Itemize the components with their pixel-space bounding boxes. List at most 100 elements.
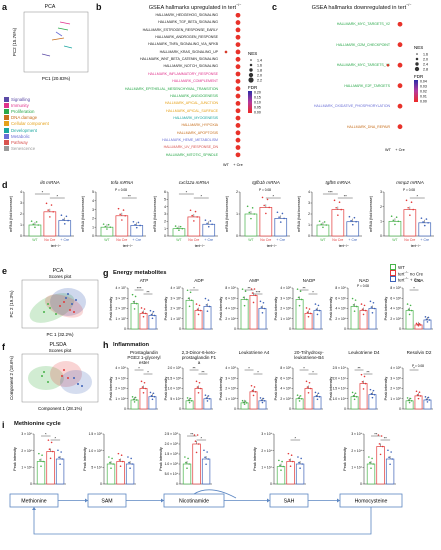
data-point-nocre (52, 211, 54, 213)
y-tick-label: 2 (380, 205, 382, 209)
y-axis-label: mRNA (fold increase) (9, 195, 13, 232)
x-group-label: + Cre (420, 238, 429, 242)
y-tick-label: 4 × 10⁵ (280, 387, 291, 391)
bar-chart: 0 1 × 10⁴ 2 × 10⁴ 3 × 10⁴ * Peak intensity (253, 432, 306, 486)
data-point-nocre (377, 434, 380, 436)
data-point-cre (373, 393, 376, 396)
y-tick-label: 4 (92, 199, 94, 203)
data-point-nocre (252, 394, 255, 397)
data-point-cre (425, 218, 428, 220)
bar-nocre (304, 388, 313, 410)
mrna-panel-title: tgfb5 mRNA (325, 180, 351, 185)
panel-label-g: g (103, 268, 109, 278)
y-tick-label: 1 (380, 220, 382, 224)
data-point-nocre (291, 460, 294, 463)
data-point-wt (186, 289, 189, 292)
gsea-down-labels: HALLMARK_MYC_TARGETS_V2 HALLMARK_G2M_CHEC… (278, 22, 390, 162)
data-point-wt (409, 304, 412, 307)
data-point-wt (176, 227, 179, 229)
legend-nes-value: 2.0 (257, 73, 262, 77)
gsea-up-legend: NES 1.4 1.6 1.8 2.0 2.2 FDR 0.20 0.15 0.10 0.05 0.0… (246, 50, 272, 145)
sig-stars: ** (146, 289, 150, 294)
data-point-wt (241, 288, 244, 290)
data-point-nocre (47, 439, 50, 441)
y-tick-label: 4 (164, 205, 166, 209)
data-point-nocre (51, 450, 54, 453)
y-axis-label: Peak intensity (164, 377, 168, 401)
data-point-nocre (287, 452, 290, 455)
data-point-cre (207, 299, 210, 301)
data-point-wt (322, 226, 324, 229)
legend-fdr-title: FDR (248, 85, 258, 90)
y-tick-label: 0 (399, 407, 401, 411)
data-point-cre (276, 211, 279, 214)
data-point-cre (350, 219, 352, 222)
data-point-cre (422, 221, 424, 223)
energy-legend-item: tert−/− no Cre (390, 270, 423, 276)
category-label: DNA damage (11, 115, 38, 121)
mrna-panel-title: tnfa mRNA (110, 180, 134, 185)
y-tick-label: 3 × 10⁶ (115, 376, 126, 380)
y-tick-label: 1 (236, 212, 238, 216)
data-point-wt (109, 226, 112, 228)
category-label: Senescence (11, 146, 36, 152)
gsea-pathway-label: HALLMARK_TNFA_SIGNALING_VIA_NFKB (148, 42, 218, 47)
data-point-cre (211, 223, 213, 226)
y-tick-label: 1.5 × 10⁵ (168, 376, 182, 380)
legend-nes-dot (248, 77, 254, 83)
data-point-nocre (340, 208, 342, 211)
data-point-wt (133, 308, 136, 310)
bar-wt (366, 463, 376, 485)
data-point-cre (62, 218, 64, 221)
y-tick-label: 0 (30, 482, 32, 486)
y-axis-label: Peak intensity (219, 377, 223, 401)
data-point-nocre (305, 380, 308, 383)
data-point-cre (153, 314, 156, 317)
energy-panel: ATP 0 1 × 10⁷ 2 × 10⁷ 3 × 10⁷ 4 × 10⁷ *** ** Pea… (108, 278, 162, 337)
data-point-cre (298, 461, 300, 464)
data-point-wt (353, 310, 356, 312)
data-point-wt (181, 227, 184, 230)
data-point-nocre (189, 209, 192, 212)
data-point-cre (204, 394, 207, 396)
y-tick-label: 2 × 10⁴ (351, 449, 362, 453)
energy-legend-label: tert−/− no Cre (398, 269, 424, 277)
data-point-nocre (337, 214, 339, 216)
x-group-label: + Cre (60, 238, 69, 242)
y-tick-label: 2.0 × 10⁵ (165, 442, 179, 446)
data-point-nocre (265, 212, 267, 215)
y-tick-label: 2 (164, 220, 166, 224)
gsea-dot-cre (235, 34, 241, 40)
y-tick-label: 5 (164, 198, 166, 202)
energy-panel: NADP 0 1 × 10⁵ 2 × 10⁵ 3 × 10⁵ 4 × 10⁵ ** * Peak… (273, 278, 327, 337)
bar-chart: 0 1 2 3 4 * * mRNA (fold increase) WT No Cre + Cre… (9, 189, 74, 248)
y-tick-label: 4 (20, 190, 22, 194)
sig-stars: * (417, 193, 419, 198)
category-swatch (4, 96, 9, 102)
data-point-nocre (195, 303, 198, 305)
data-point-cre (279, 221, 282, 223)
data-point-cre (260, 399, 263, 402)
y-tick-label: 1.0 × 10⁵ (89, 449, 103, 453)
data-point-wt (35, 221, 38, 223)
gsea-pathway-label: HALLMARK_MYC_TARGETS_V1 (336, 63, 390, 67)
y-tick-label: 2 × 10⁶ (335, 317, 346, 321)
y-tick-label: 3 × 10⁴ (261, 432, 272, 436)
bar-wt (130, 303, 139, 330)
y-tick-label: 3 × 10⁷ (171, 296, 182, 300)
data-point-nocre (415, 322, 418, 325)
y-tick-label: 1 (308, 223, 310, 227)
y-axis-label: Peak intensity (159, 447, 163, 471)
mrna-panel-title: cxcl12a mRNA (178, 180, 210, 185)
inflam-title: Inflammation (113, 342, 150, 348)
x-group-label: WT (248, 238, 254, 242)
plsda-f-plot: Scores plot Component 1 (28.1%) Componen… (9, 348, 99, 411)
data-point-wt (248, 211, 251, 214)
data-point-cre (389, 463, 391, 466)
pca-e-subtitle: Scores plot (49, 274, 72, 279)
data-point-nocre (363, 304, 366, 307)
panel-label-d: d (2, 180, 8, 190)
gsea-dot-cre (397, 42, 403, 48)
